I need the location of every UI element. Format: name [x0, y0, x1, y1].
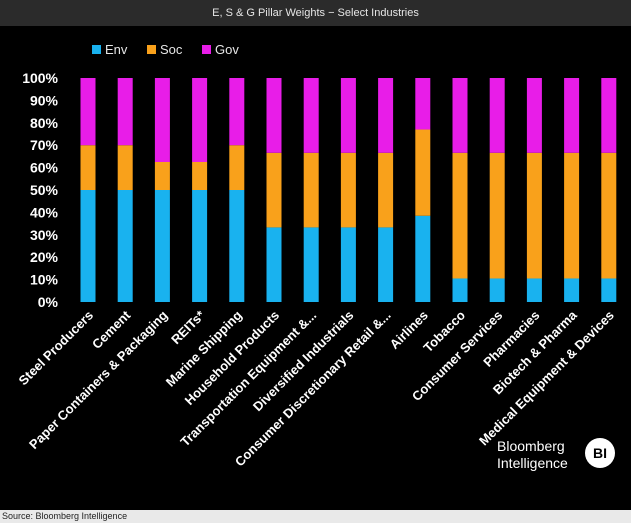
chart-title-bar: E, S & G Pillar Weights − Select Industr… [0, 0, 631, 26]
brand-line-1: Bloomberg [497, 438, 565, 454]
bar-segment-gov [266, 78, 282, 153]
bar-segment-gov [415, 78, 431, 130]
bar-segment-env [564, 278, 580, 302]
bi-badge: BI [585, 438, 615, 468]
bar-segment-env [192, 190, 208, 302]
bar-segment-gov [303, 78, 319, 153]
bar-segment-soc [154, 162, 170, 190]
bar-segment-soc [303, 152, 319, 228]
bar-segment-env [452, 278, 468, 302]
y-tick-label: 40% [30, 204, 59, 220]
y-tick-label: 80% [30, 115, 59, 131]
bar-segment-soc [564, 152, 580, 279]
bar-segment-gov [117, 78, 133, 146]
bar-segment-soc [80, 145, 96, 190]
x-tick-label: Steel Producers [16, 308, 97, 389]
bar-segment-gov [80, 78, 96, 146]
bar-segment-env [154, 190, 170, 302]
bar-segment-env [489, 278, 505, 302]
bar-segment-env [601, 278, 617, 302]
x-tick-label: Medical Equipment & Devices [476, 308, 617, 449]
bar-segment-env [303, 227, 319, 302]
y-tick-label: 100% [22, 70, 58, 86]
bar-segment-gov [489, 78, 505, 153]
bar-segment-env [378, 227, 394, 302]
bar-segment-gov [340, 78, 356, 153]
legend-swatch-env [92, 45, 101, 54]
y-axis: 0% 10% 20% 30% 40% 50% 60% 70% 80% 90% 100% [22, 70, 58, 310]
bloomberg-intelligence-logo: Bloomberg Intelligence BI [497, 438, 617, 498]
y-tick-label: 50% [30, 182, 59, 198]
bar-segment-gov [452, 78, 468, 153]
y-tick-label: 90% [30, 92, 59, 108]
y-tick-label: 30% [30, 227, 59, 243]
brand-line-2: Intelligence [497, 455, 568, 471]
bar-segment-gov [154, 78, 170, 162]
bar-segment-soc [601, 152, 617, 279]
bar-segment-env [340, 227, 356, 302]
bar-segment-soc [340, 152, 356, 228]
bars [80, 78, 617, 302]
y-tick-label: 10% [30, 272, 59, 288]
legend-swatch-gov [202, 45, 211, 54]
bar-segment-gov [526, 78, 542, 153]
stacked-bar-chart: Env Soc Gov 0% 10% 20% 30% 40% 50% 60% 70% 80% 90% 1… [16, 42, 617, 469]
plot-area: Env Soc Gov 0% 10% 20% 30% 40% 50% 60% 70% 80% 90% 1… [0, 26, 631, 510]
legend-label-gov: Gov [215, 42, 239, 57]
bar-segment-soc [526, 152, 542, 279]
x-tick-label: Paper Containers & Packaging [26, 307, 170, 451]
bar-segment-soc [378, 152, 394, 228]
y-tick-label: 60% [30, 160, 59, 176]
bar-segment-env [526, 278, 542, 302]
bar-segment-soc [229, 145, 245, 190]
x-tick-label: Transportation Equipment &... [177, 308, 319, 450]
bar-segment-gov [564, 78, 580, 153]
source-footer: Source: Bloomberg Intelligence [0, 510, 631, 523]
legend-label-env: Env [105, 42, 128, 57]
bar-segment-soc [192, 162, 208, 190]
chart-title: E, S & G Pillar Weights − Select Industr… [212, 7, 419, 19]
bar-segment-soc [117, 145, 133, 190]
bar-segment-soc [266, 152, 282, 228]
bar-segment-gov [378, 78, 394, 153]
bar-segment-gov [601, 78, 617, 153]
bar-segment-env [117, 190, 133, 302]
bar-segment-env [415, 215, 431, 302]
bar-segment-soc [452, 152, 468, 279]
bar-segment-env [229, 190, 245, 302]
bar-segment-gov [229, 78, 245, 146]
legend-swatch-soc [147, 45, 156, 54]
y-tick-label: 20% [30, 249, 59, 265]
bar-segment-env [80, 190, 96, 302]
legend: Env Soc Gov [92, 42, 239, 57]
legend-label-soc: Soc [160, 42, 183, 57]
bar-segment-gov [192, 78, 208, 162]
bar-segment-soc [489, 152, 505, 279]
y-tick-label: 0% [38, 294, 59, 310]
bar-segment-soc [415, 129, 431, 216]
y-tick-label: 70% [30, 137, 59, 153]
source-text: Source: Bloomberg Intelligence [2, 511, 128, 521]
bar-segment-env [266, 227, 282, 302]
